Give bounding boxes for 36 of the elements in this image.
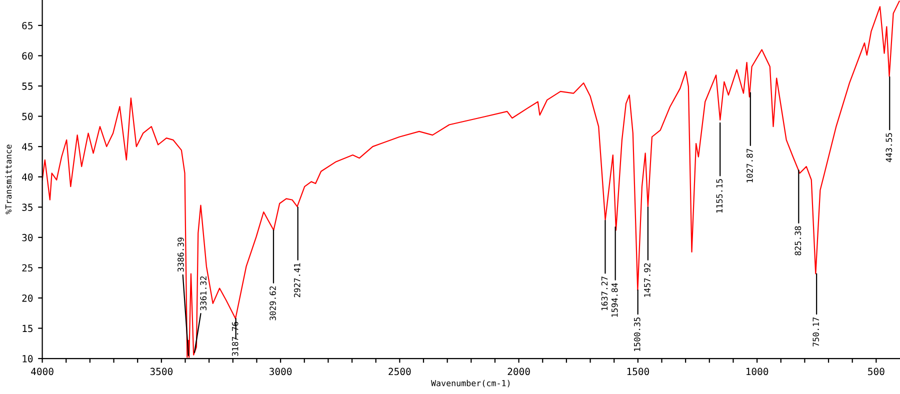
annotation: 3386.39	[178, 238, 184, 272]
annotation: 1027.87	[746, 148, 753, 182]
annotation: 3361.32	[200, 276, 207, 310]
annotation: 3029.62	[270, 286, 276, 320]
x-tick-label: 3500	[150, 368, 172, 376]
annotation: 1500.35	[634, 318, 640, 351]
y-tick-label: 15	[22, 324, 32, 332]
x-tick-label: 500	[868, 368, 884, 376]
x-tick-label: 2000	[508, 368, 530, 376]
y-tick-label: 40	[22, 173, 33, 181]
x-tick-label: 1500	[627, 368, 649, 376]
annotation: 2927.41	[294, 263, 300, 298]
y-tick-label: 45	[22, 143, 32, 150]
y-tick-label: 30	[22, 234, 33, 242]
annotation: 443.55	[886, 133, 892, 162]
y-tick-label: 60	[22, 52, 33, 60]
x-tick-label: 1000	[746, 368, 768, 376]
x-tick-label: 2500	[388, 368, 411, 376]
y-tick-label: 25	[22, 264, 32, 272]
annotation: 1457.92	[644, 263, 650, 297]
x-axis-title: Wavenumber(cm-1)	[431, 380, 510, 388]
y-axis-title: %Transmittance	[5, 144, 12, 214]
y-tick-label: 65	[22, 22, 32, 30]
y-tick-label: 35	[22, 204, 32, 211]
y-tick-label: 50	[22, 112, 33, 120]
annotation: 1637.27	[601, 276, 608, 310]
y-tick-label: 55	[22, 82, 32, 90]
x-tick-label: 3000	[269, 368, 292, 376]
y-tick-label: 10	[22, 355, 33, 362]
annotation: 825.38	[794, 226, 802, 256]
x-tick-label: 4000	[31, 368, 54, 376]
annotation: 1155.15	[716, 179, 723, 213]
y-tick-label: 20	[22, 294, 33, 302]
annotation: 1594.84	[611, 283, 618, 317]
annotation: 3187.76	[232, 322, 238, 356]
annotation: 750.17	[812, 318, 820, 346]
